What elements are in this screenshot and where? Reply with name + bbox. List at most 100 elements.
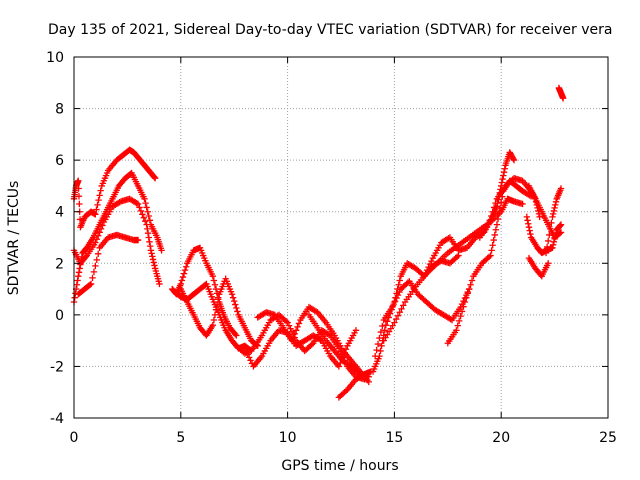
data-point [148,250,155,257]
data-point [379,322,386,330]
data-point [147,247,155,254]
data-point [292,327,300,334]
data-points [70,84,567,401]
data-point [75,272,82,280]
data-point [526,227,533,234]
data-point [97,187,104,194]
data-point [75,269,83,276]
data-point [548,219,555,227]
data-point [228,291,236,298]
data-point [75,193,83,200]
data-point [556,230,564,237]
data-point [86,281,94,288]
data-point [464,290,471,297]
data-point [458,308,466,315]
data-point [213,301,221,308]
data-point [544,237,552,245]
data-point [395,281,402,288]
data-point [492,226,500,233]
data-point [342,387,350,395]
data-point [287,325,294,332]
data-point [426,260,434,268]
data-point [392,315,400,323]
data-point [93,206,100,213]
x-tick-label: 0 [70,430,79,446]
data-point [141,195,148,203]
data-point [457,312,464,320]
data-point [490,204,498,211]
data-point [211,311,219,319]
data-point [180,270,188,277]
data-point [75,177,82,184]
data-point [149,253,156,260]
data-point [377,328,385,336]
data-point [460,297,467,305]
data-point [525,220,532,227]
data-point [381,327,388,334]
data-point [463,294,470,301]
data-point [92,211,99,218]
data-point [557,222,564,229]
data-point [396,309,403,316]
data-point [158,247,165,254]
data-point [552,198,560,206]
data-point [136,204,143,211]
data-point [146,238,153,245]
data-point [243,348,250,355]
data-point [285,322,293,329]
data-point [490,236,497,244]
data-point [549,213,556,221]
data-point [90,268,98,276]
data-point [93,236,100,243]
data-point [524,217,531,224]
data-point [290,334,297,341]
data-point [82,253,89,261]
data-point [495,210,503,217]
data-point [543,243,551,251]
axes [73,56,609,419]
data-point [453,327,460,334]
data-point [295,320,303,327]
data-point [94,201,101,209]
data-point [465,285,473,293]
data-point [144,208,151,215]
data-point [146,217,154,224]
data-point [247,357,254,364]
data-point [492,199,499,207]
data-point [488,247,495,254]
data-point [519,200,526,208]
series-track-m [369,252,462,375]
chart-title: Day 135 of 2021, Sidereal Day-to-day VTE… [48,22,612,38]
data-point [551,204,558,212]
data-point [291,330,298,337]
data-point [116,199,123,206]
data-point [232,330,239,338]
data-point [232,301,239,308]
data-point [76,265,83,272]
data-point [447,315,454,323]
data-point [146,242,154,250]
data-point [209,321,217,329]
data-point [547,225,554,233]
data-point [485,253,493,261]
data-point [498,199,505,206]
data-point [134,200,142,208]
data-point [491,231,498,239]
data-point [144,225,151,233]
data-point [139,211,146,218]
data-point [445,235,452,242]
data-point [133,199,140,207]
series-track-v [542,185,565,257]
data-point [75,185,82,192]
data-point [460,303,467,310]
y-tick-label: 8 [55,102,64,118]
data-point [377,347,384,355]
data-point [95,196,102,204]
data-point [76,200,83,208]
data-point [391,297,399,305]
data-point [398,305,405,313]
data-point [557,229,565,236]
y-tick-label: 10 [46,50,64,66]
data-point [428,257,435,265]
